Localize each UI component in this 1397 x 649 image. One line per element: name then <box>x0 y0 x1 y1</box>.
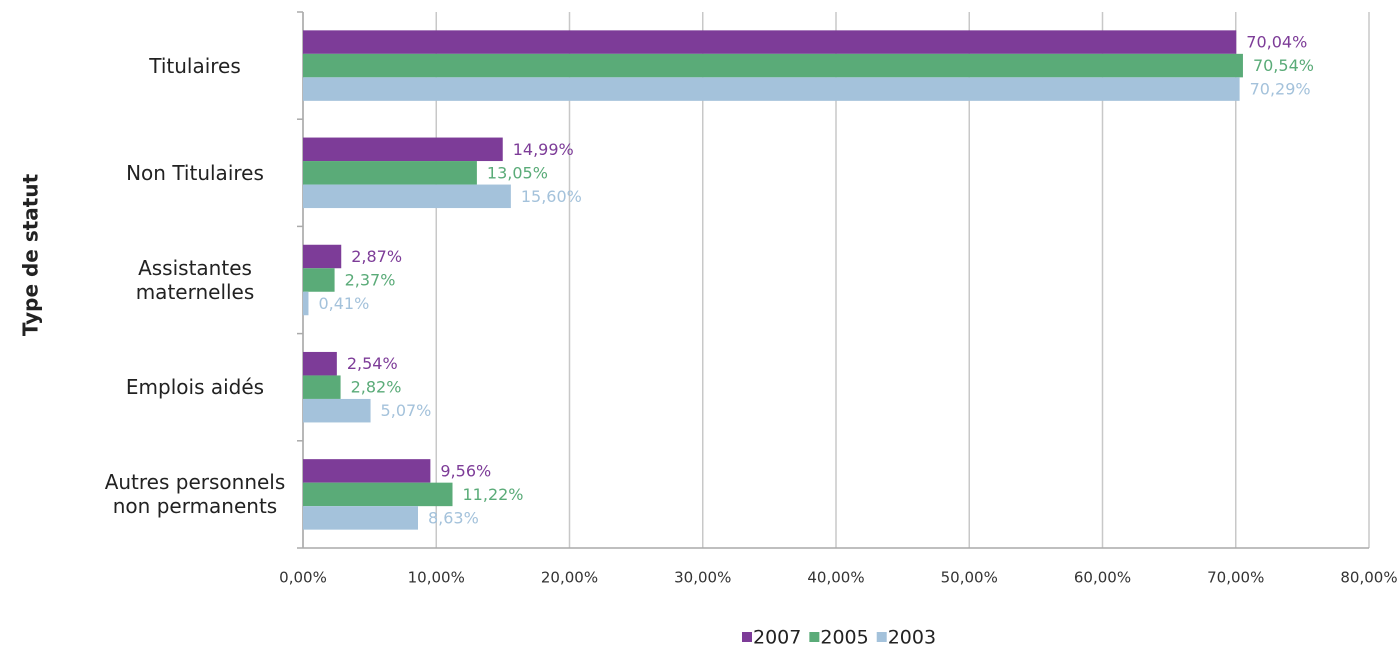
legend-label: 2003 <box>888 627 936 649</box>
bar <box>303 398 371 423</box>
bar <box>303 351 337 376</box>
value-label: 70,04% <box>1246 33 1307 52</box>
bar <box>303 77 1240 101</box>
value-label: 70,29% <box>1250 80 1311 99</box>
y-tick-label: Assistantes maternelles <box>135 256 255 304</box>
value-label: 2,82% <box>351 378 402 397</box>
x-tick-label: 30,00% <box>674 569 731 587</box>
value-label: 2,87% <box>351 247 402 266</box>
y-tick-label: Non Titulaires <box>126 160 264 185</box>
bar <box>303 459 431 483</box>
y-tick-label: Autres personnels non permanents <box>104 470 286 519</box>
value-label: 9,56% <box>440 461 491 480</box>
legend-swatch <box>809 632 820 642</box>
bar <box>303 506 418 530</box>
bar <box>303 137 503 162</box>
value-label: 2,37% <box>345 271 396 290</box>
y-tick-label: Emplois aidés <box>125 375 265 400</box>
bar <box>303 161 477 185</box>
bar <box>303 184 511 209</box>
value-label: 5,07% <box>381 401 432 420</box>
x-tick-label: 0,00% <box>279 569 327 587</box>
value-label: 15,60% <box>521 187 582 206</box>
value-label: 2,54% <box>347 354 398 373</box>
bar <box>303 244 342 269</box>
bar <box>303 53 1243 78</box>
x-tick-label: 60,00% <box>1074 569 1131 587</box>
value-label: 11,22% <box>463 485 524 504</box>
legend-label: 2005 <box>820 627 868 649</box>
x-tick-label: 10,00% <box>408 569 465 587</box>
y-axis-title: Type de statut <box>19 173 43 336</box>
y-tick-label: Titulaires <box>149 53 241 78</box>
bar <box>303 482 453 507</box>
bar <box>303 268 335 292</box>
value-label: 14,99% <box>513 140 574 159</box>
x-tick-label: 40,00% <box>807 569 864 587</box>
bar <box>303 291 309 316</box>
legend-swatch <box>742 632 752 642</box>
value-label: 8,63% <box>428 508 479 527</box>
x-tick-label: 20,00% <box>541 569 598 587</box>
legend-label: 2007 <box>753 627 801 649</box>
x-tick-label: 70,00% <box>1207 569 1264 587</box>
bar <box>303 30 1237 54</box>
value-label: 13,05% <box>487 163 548 182</box>
x-tick-label: 80,00% <box>1340 569 1397 587</box>
bar <box>303 375 341 399</box>
value-label: 0,41% <box>318 294 369 313</box>
value-label: 70,54% <box>1253 56 1314 75</box>
legend-swatch <box>876 632 887 642</box>
x-tick-label: 50,00% <box>941 569 998 587</box>
